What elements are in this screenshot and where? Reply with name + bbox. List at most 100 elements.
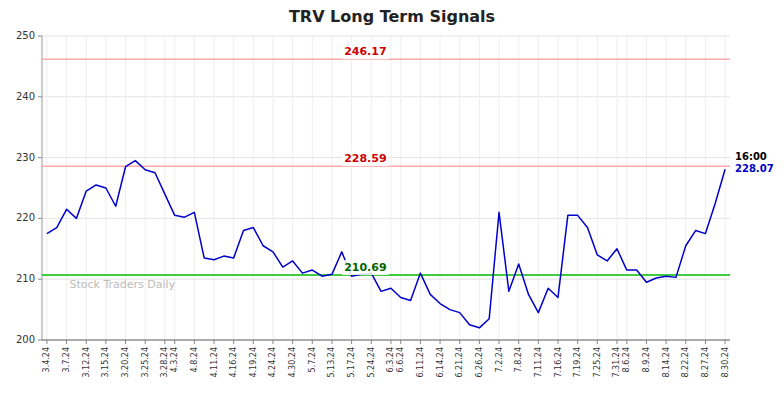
x-tick-label: 5.17.24 bbox=[347, 347, 356, 378]
reference-label: 246.17 bbox=[344, 45, 386, 58]
grid-line bbox=[420, 36, 421, 340]
x-tick bbox=[371, 340, 372, 344]
x-tick bbox=[400, 340, 401, 344]
grid-line bbox=[312, 36, 313, 340]
x-tick bbox=[292, 340, 293, 344]
x-tick-label: 8.27.24 bbox=[701, 347, 710, 378]
y-tick-label: 200 bbox=[16, 334, 35, 345]
grid-line bbox=[331, 36, 332, 340]
y-tick-label: 230 bbox=[16, 152, 35, 163]
x-tick-label: 5.7.24 bbox=[308, 347, 317, 372]
x-tick-label: 6.26.24 bbox=[475, 347, 484, 378]
grid bbox=[42, 36, 730, 340]
x-tick-label: 5.13.24 bbox=[327, 347, 336, 378]
x-tick-label: 4.19.24 bbox=[249, 347, 258, 378]
grid-line bbox=[459, 36, 460, 340]
y-tick bbox=[38, 218, 42, 219]
y-axis bbox=[42, 36, 43, 340]
grid-line bbox=[577, 36, 578, 340]
x-tick bbox=[646, 340, 647, 344]
x-tick-label: 3.15.24 bbox=[101, 347, 110, 378]
x-tick-label: 7.2.24 bbox=[495, 347, 504, 372]
grid-line bbox=[371, 36, 372, 340]
last-label: 16:00 bbox=[735, 151, 767, 162]
x-tick-label: 6.14.24 bbox=[436, 347, 445, 378]
x-tick-label: 6.6.24 bbox=[396, 347, 405, 372]
x-tick bbox=[214, 340, 215, 344]
x-tick bbox=[479, 340, 480, 344]
x-tick-label: 8.6.24 bbox=[622, 347, 631, 372]
x-tick bbox=[66, 340, 67, 344]
grid-line bbox=[479, 36, 480, 340]
watermark: Stock Traders Daily bbox=[70, 278, 176, 291]
grid-line bbox=[518, 36, 519, 340]
grid-line bbox=[400, 36, 401, 340]
x-tick bbox=[538, 340, 539, 344]
x-tick-label: 8.30.24 bbox=[721, 347, 730, 378]
grid-line bbox=[538, 36, 539, 340]
grid-line bbox=[86, 36, 87, 340]
y-tick bbox=[38, 96, 42, 97]
x-tick bbox=[46, 340, 47, 344]
grid-line bbox=[499, 36, 500, 340]
grid-line bbox=[685, 36, 686, 340]
last-value-label: 228.07 bbox=[735, 163, 774, 174]
x-tick-label: 8.22.24 bbox=[681, 347, 690, 378]
x-tick bbox=[125, 340, 126, 344]
x-tick bbox=[86, 340, 87, 344]
y-tick-label: 210 bbox=[16, 273, 35, 284]
y-tick bbox=[38, 340, 42, 341]
x-tick bbox=[616, 340, 617, 344]
x-tick bbox=[390, 340, 391, 344]
grid-line bbox=[390, 36, 391, 340]
grid-line bbox=[174, 36, 175, 340]
x-tick-label: 7.16.24 bbox=[554, 347, 563, 378]
chart: 2002102202302402503.4.243.7.243.12.243.1… bbox=[0, 0, 784, 398]
x-tick-label: 7.25.24 bbox=[593, 347, 602, 378]
grid-line bbox=[666, 36, 667, 340]
grid-line bbox=[292, 36, 293, 340]
grid-line bbox=[440, 36, 441, 340]
x-tick-label: 8.9.24 bbox=[642, 347, 651, 372]
x-tick bbox=[440, 340, 441, 344]
x-tick-label: 3.12.24 bbox=[82, 347, 91, 378]
grid-line bbox=[626, 36, 627, 340]
x-tick bbox=[558, 340, 559, 344]
y-tick-label: 250 bbox=[16, 30, 35, 41]
grid-line bbox=[194, 36, 195, 340]
grid-line bbox=[646, 36, 647, 340]
grid-line bbox=[42, 340, 730, 341]
x-axis bbox=[42, 340, 730, 341]
grid-line bbox=[705, 36, 706, 340]
x-tick bbox=[253, 340, 254, 344]
x-tick bbox=[577, 340, 578, 344]
x-tick-label: 3.25.24 bbox=[141, 347, 150, 378]
x-tick-label: 3.28.24 bbox=[160, 347, 169, 378]
x-tick bbox=[174, 340, 175, 344]
title: TRV Long Term Signals bbox=[289, 7, 495, 26]
reference-label-bg bbox=[342, 260, 388, 275]
x-tick-label: 7.11.24 bbox=[534, 347, 543, 378]
x-tick bbox=[194, 340, 195, 344]
grid-line bbox=[233, 36, 234, 340]
price-line bbox=[47, 161, 725, 328]
x-tick bbox=[597, 340, 598, 344]
x-tick bbox=[351, 340, 352, 344]
x-tick bbox=[312, 340, 313, 344]
y-tick bbox=[38, 36, 42, 37]
grid-line bbox=[46, 36, 47, 340]
plot-area bbox=[42, 59, 730, 328]
x-tick bbox=[705, 340, 706, 344]
x-tick-label: 4.8.24 bbox=[190, 347, 199, 372]
grid-line bbox=[597, 36, 598, 340]
grid-line bbox=[145, 36, 146, 340]
x-tick bbox=[272, 340, 273, 344]
x-tick bbox=[331, 340, 332, 344]
grid-line bbox=[253, 36, 254, 340]
x-tick bbox=[518, 340, 519, 344]
x-tick-label: 6.11.24 bbox=[416, 347, 425, 378]
y-tick bbox=[38, 279, 42, 280]
grid-line bbox=[125, 36, 126, 340]
x-tick-label: 3.20.24 bbox=[121, 347, 130, 378]
reference-label-bg bbox=[342, 44, 388, 59]
